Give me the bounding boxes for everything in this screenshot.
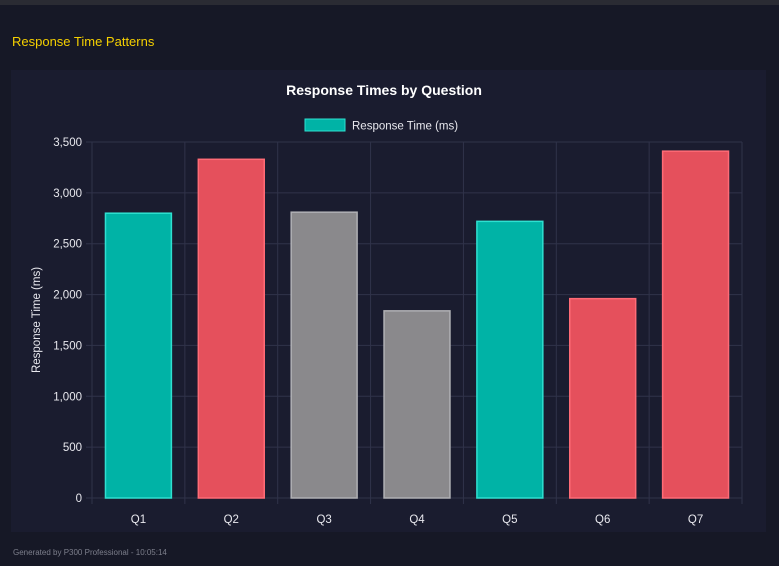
footer-text: Generated by P300 Professional - 10:05:1… [13,548,167,557]
x-tick-label: Q6 [595,514,610,526]
legend-label[interactable]: Response Time (ms) [352,121,458,133]
y-tick-label: 2,500 [53,239,82,251]
x-tick-label: Q1 [131,514,146,526]
x-tick-label: Q5 [502,514,517,526]
x-tick-label: Q3 [316,514,331,526]
window-top-bar [0,0,779,5]
y-tick-label: 2,000 [53,290,82,302]
bar-q6[interactable] [569,297,637,499]
x-tick-label: Q2 [224,514,239,526]
y-axis-label: Response Time (ms) [31,267,43,373]
x-tick-label: Q4 [409,514,425,526]
y-tick-label: 1,000 [53,391,82,403]
y-tick-label: 500 [63,442,82,454]
bar-q1[interactable] [104,212,173,499]
bar-q5[interactable] [476,220,544,499]
bar-q2[interactable] [197,158,265,499]
bar-q3[interactable] [290,211,358,499]
y-tick-label: 3,500 [53,137,82,149]
x-tick-label: Q7 [688,514,703,526]
y-tick-label: 1,500 [53,340,82,352]
y-tick-label: 0 [76,493,82,505]
y-tick-label: 3,000 [53,188,82,200]
bar-q7[interactable] [661,150,730,499]
chart-title: Response Times by Question [286,82,482,98]
legend-swatch[interactable] [304,118,346,132]
section-title: Response Time Patterns [12,34,155,49]
bar-q4[interactable] [383,310,451,499]
